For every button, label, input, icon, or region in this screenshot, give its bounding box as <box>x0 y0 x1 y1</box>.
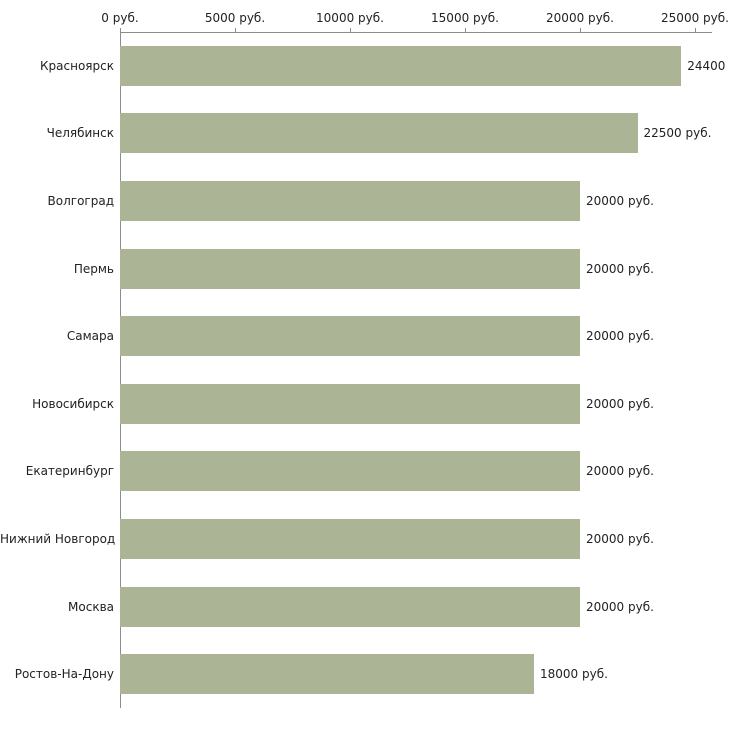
x-axis-line <box>120 32 712 33</box>
bar <box>120 113 638 154</box>
axis-tick-label: 25000 руб. <box>661 11 729 25</box>
value-label: 20000 руб. <box>586 599 654 614</box>
bar <box>120 248 580 289</box>
chart-row: Волгоград 20000 руб. <box>0 167 730 235</box>
category-label: Самара <box>66 329 114 344</box>
axis-tick-label: 0 руб. <box>101 11 139 25</box>
axis-tick-mark <box>235 28 236 32</box>
category-label: Пермь <box>73 261 114 276</box>
bar <box>120 45 682 86</box>
axis-tick-mark <box>695 28 696 32</box>
value-label: 20000 руб. <box>586 261 654 276</box>
value-label: 20000 руб. <box>586 531 654 546</box>
bar <box>120 586 580 627</box>
chart-row: Новосибирск 20000 руб. <box>0 370 730 438</box>
category-label: Новосибирск <box>32 396 114 411</box>
bar <box>120 451 580 492</box>
category-label: Челябинск <box>46 126 114 141</box>
bar-track: 20000 руб. <box>120 180 695 221</box>
axis-tick-label: 20000 руб. <box>546 11 614 25</box>
category-label: Нижний Новгород <box>0 531 116 546</box>
bar-track: 20000 руб. <box>120 518 695 559</box>
chart-row: Москва 20000 руб. <box>0 573 730 641</box>
chart-row: Красноярск 24400 <box>0 32 730 100</box>
chart-row: Екатеринбург 20000 руб. <box>0 438 730 506</box>
x-axis: 0 руб. 5000 руб. 10000 руб. 15000 руб. 20000… <box>101 0 729 32</box>
value-label: 24400 <box>687 58 726 73</box>
category-label: Москва <box>68 599 114 614</box>
bar <box>120 518 580 559</box>
bar-track: 24400 <box>120 45 725 86</box>
bar <box>120 316 580 357</box>
bar <box>120 654 534 695</box>
bar-track: 20000 руб. <box>120 248 695 289</box>
category-label: Ростов-На-Дону <box>14 667 114 682</box>
value-label: 20000 руб. <box>586 329 654 344</box>
chart-row: Самара 20000 руб. <box>0 302 730 370</box>
value-label: 20000 руб. <box>586 193 654 208</box>
axis-tick-mark <box>465 28 466 32</box>
bar-track: 22500 руб. <box>120 113 711 154</box>
y-axis-line <box>120 32 121 708</box>
bar-track: 20000 руб. <box>120 316 695 357</box>
bar-track: 20000 руб. <box>120 383 695 424</box>
axis-tick-mark <box>580 28 581 32</box>
chart-row: Челябинск 22500 руб. <box>0 100 730 168</box>
bar-track: 20000 руб. <box>120 451 695 492</box>
value-label: 20000 руб. <box>586 464 654 479</box>
value-label: 18000 руб. <box>540 667 608 682</box>
chart-rows: Красноярск 24400 Челябинск 22500 руб. Во… <box>0 32 730 708</box>
value-label: 20000 руб. <box>586 396 654 411</box>
category-label: Волгоград <box>47 193 114 208</box>
bar-track: 18000 руб. <box>120 654 695 695</box>
axis-tick-label: 5000 руб. <box>204 11 266 25</box>
axis-tick-mark <box>350 28 351 32</box>
axis-tick-label: 15000 руб. <box>431 11 499 25</box>
category-label: Екатеринбург <box>25 464 114 479</box>
category-label: Красноярск <box>40 58 114 73</box>
chart-row: Ростов-На-Дону 18000 руб. <box>0 640 730 708</box>
chart-row: Нижний Новгород 20000 руб. <box>0 505 730 573</box>
axis-tick-mark <box>120 28 121 32</box>
value-label: 22500 руб. <box>643 126 712 141</box>
axis-tick-label: 10000 руб. <box>316 11 384 25</box>
bar-track: 20000 руб. <box>120 586 695 627</box>
chart-row: Пермь 20000 руб. <box>0 235 730 303</box>
bar <box>120 383 580 424</box>
bar <box>120 180 580 221</box>
